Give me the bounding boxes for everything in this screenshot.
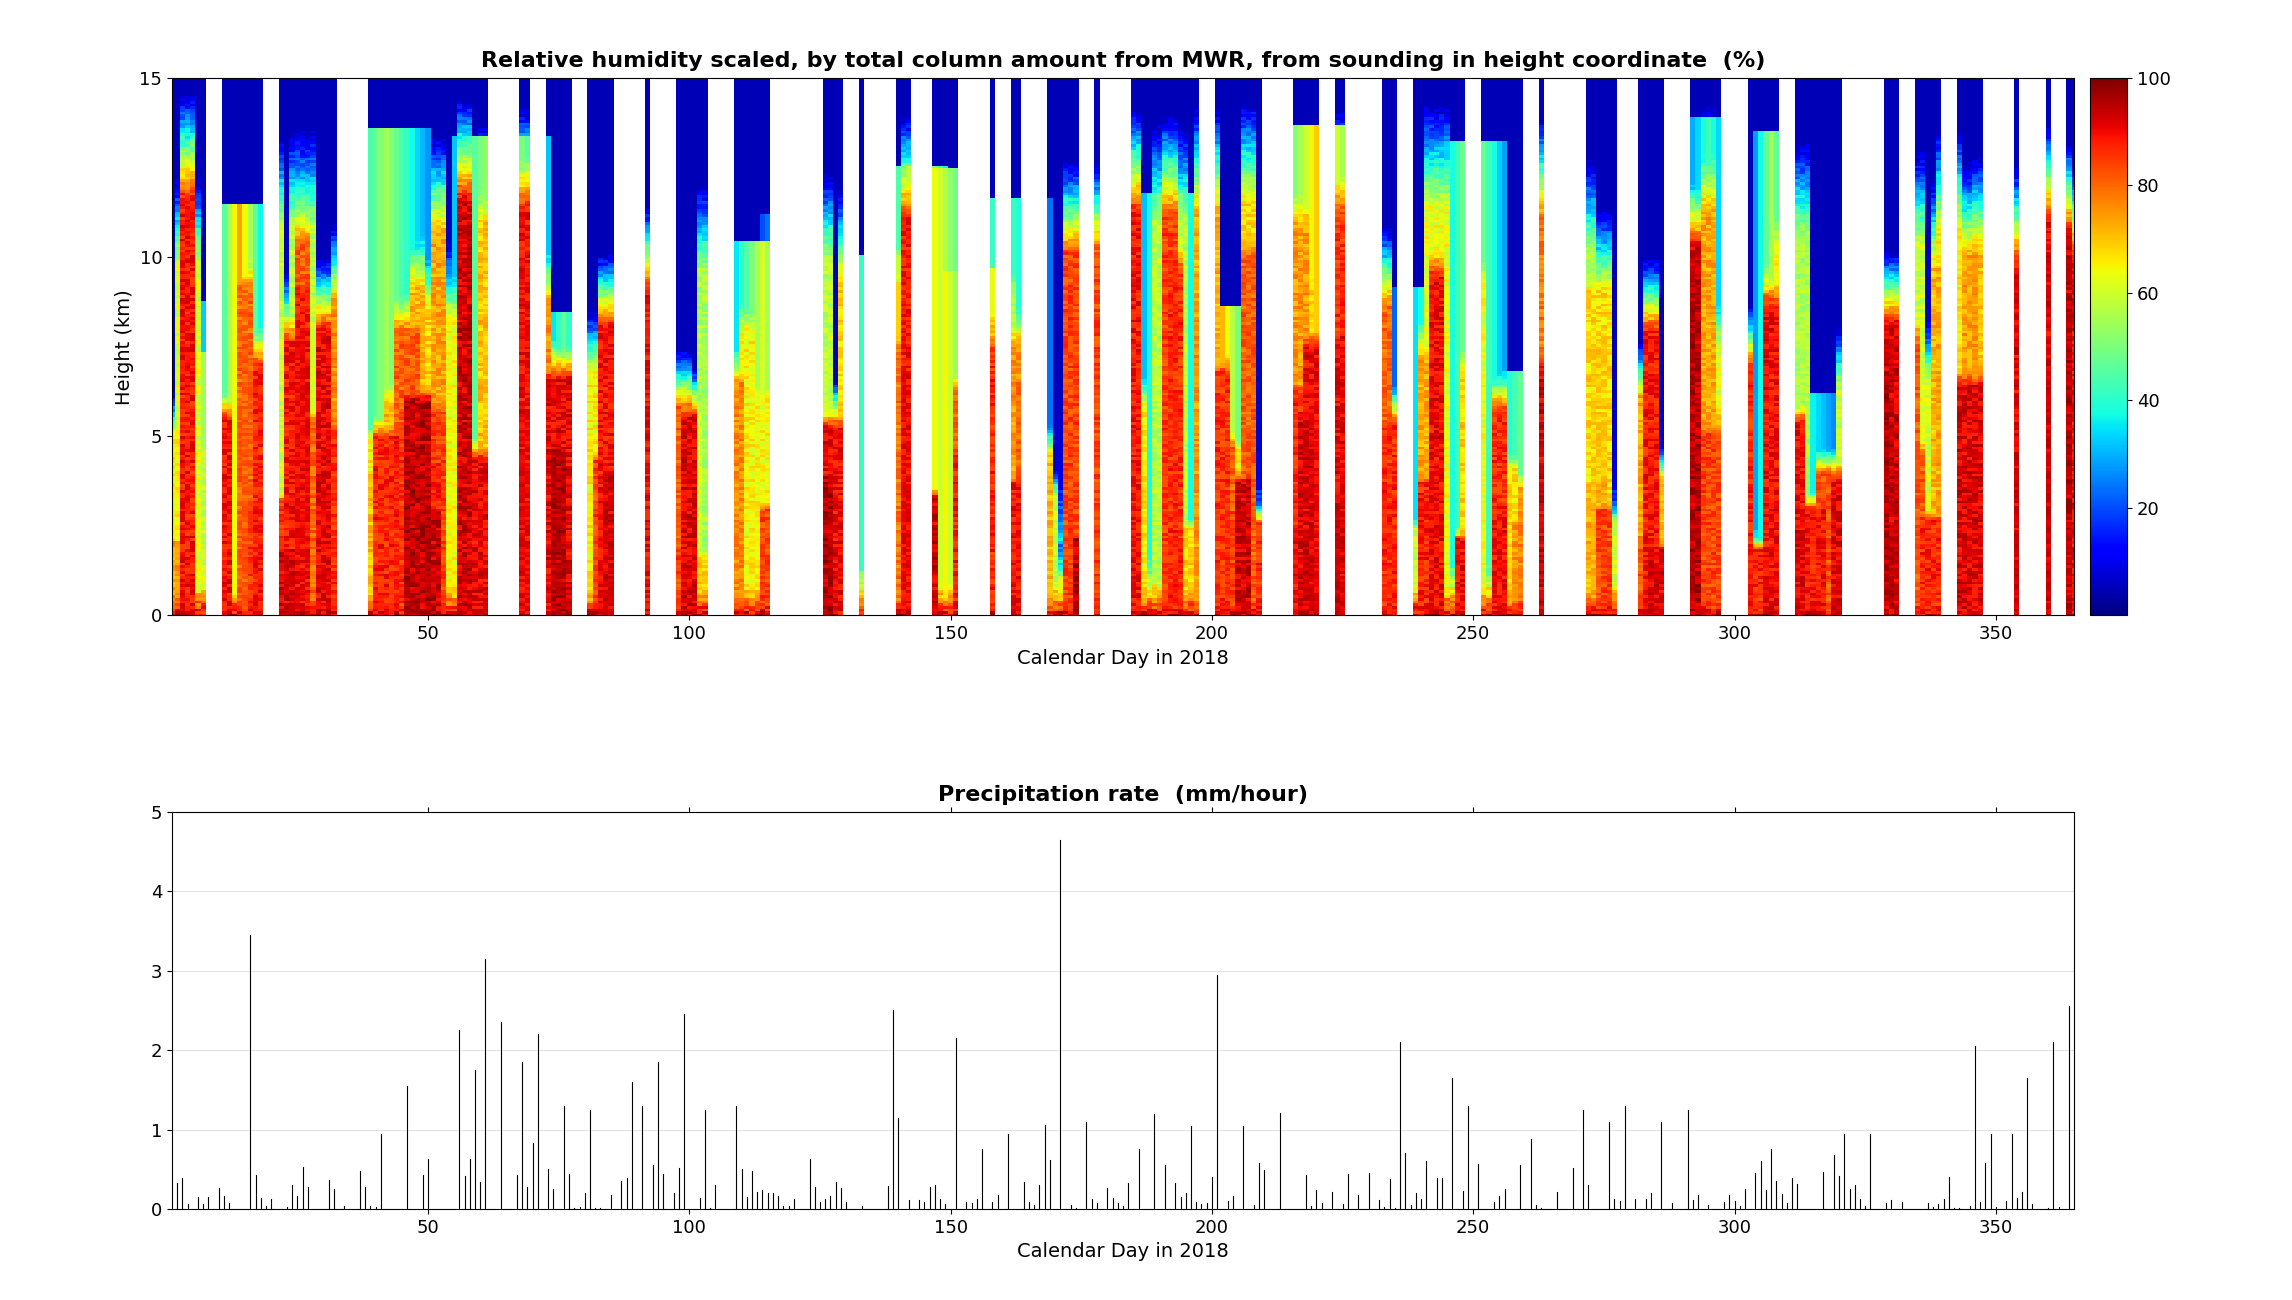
Title: Relative humidity scaled, by total column amount from MWR, from sounding in heig: Relative humidity scaled, by total colum… (481, 51, 1765, 72)
Y-axis label: Height (km): Height (km) (115, 289, 133, 404)
Title: Precipitation rate  (mm/hour): Precipitation rate (mm/hour) (937, 785, 1309, 805)
X-axis label: Calendar Day in 2018: Calendar Day in 2018 (1018, 1243, 1229, 1261)
X-axis label: Calendar Day in 2018: Calendar Day in 2018 (1018, 649, 1229, 668)
